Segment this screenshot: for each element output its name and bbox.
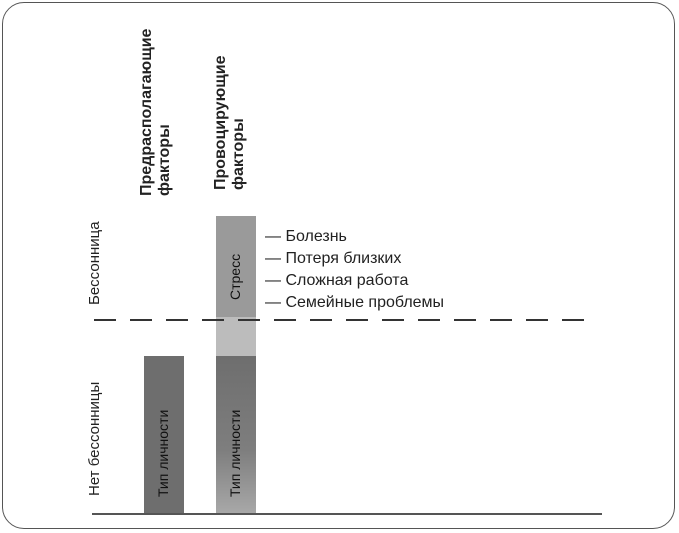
personality-bar-predisposing xyxy=(144,356,184,513)
stress-cause-item: — Потеря близких xyxy=(265,250,402,267)
stress-causes-list: — Болезнь — Потеря близких — Сложная раб… xyxy=(265,226,444,314)
no-insomnia-label: Нет бессонницы xyxy=(86,381,103,496)
personality-type-label-predisposing: Тип личности xyxy=(155,409,171,497)
provoking-factors-header: Провоцирующие факторы xyxy=(212,55,247,190)
stress-cause-item: — Сложная работа xyxy=(265,272,409,289)
stress-label: Стресс xyxy=(227,253,243,300)
stress-bar xyxy=(216,216,256,356)
insomnia-label: Бессонница xyxy=(86,221,103,305)
personality-bar-provoking xyxy=(216,356,256,513)
stress-cause-item: — Болезнь xyxy=(265,228,347,245)
personality-type-label-provoking: Тип личности xyxy=(227,409,243,497)
stress-cause-item: — Семейные проблемы xyxy=(265,294,445,311)
predisposing-factors-header: Предрасполагающие факторы xyxy=(138,28,173,196)
